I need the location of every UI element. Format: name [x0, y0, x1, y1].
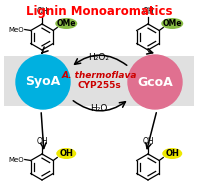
Ellipse shape: [162, 148, 182, 159]
Ellipse shape: [161, 18, 183, 29]
Text: Lignin Monoaromatics: Lignin Monoaromatics: [26, 5, 172, 18]
Text: OMe: OMe: [163, 19, 182, 28]
Text: OH: OH: [142, 7, 154, 16]
Text: OMe: OMe: [56, 19, 76, 28]
Ellipse shape: [56, 148, 76, 159]
Text: OH: OH: [59, 149, 73, 158]
Text: A. thermoflava: A. thermoflava: [61, 70, 137, 80]
Text: OH: OH: [165, 149, 179, 158]
Text: H₂O₂: H₂O₂: [89, 53, 109, 62]
Circle shape: [16, 55, 70, 109]
Text: H₂O: H₂O: [90, 104, 108, 113]
Bar: [4, 56, 194, 106]
Text: GcoA: GcoA: [137, 75, 173, 88]
Text: MeO: MeO: [8, 156, 24, 163]
Text: OH: OH: [36, 137, 48, 146]
Text: CYP255s: CYP255s: [77, 81, 121, 90]
Text: OH: OH: [142, 137, 154, 146]
Text: OH: OH: [36, 7, 48, 16]
Text: MeO: MeO: [8, 26, 24, 33]
Ellipse shape: [55, 18, 77, 29]
Circle shape: [128, 55, 182, 109]
Text: SyoA: SyoA: [25, 75, 61, 88]
